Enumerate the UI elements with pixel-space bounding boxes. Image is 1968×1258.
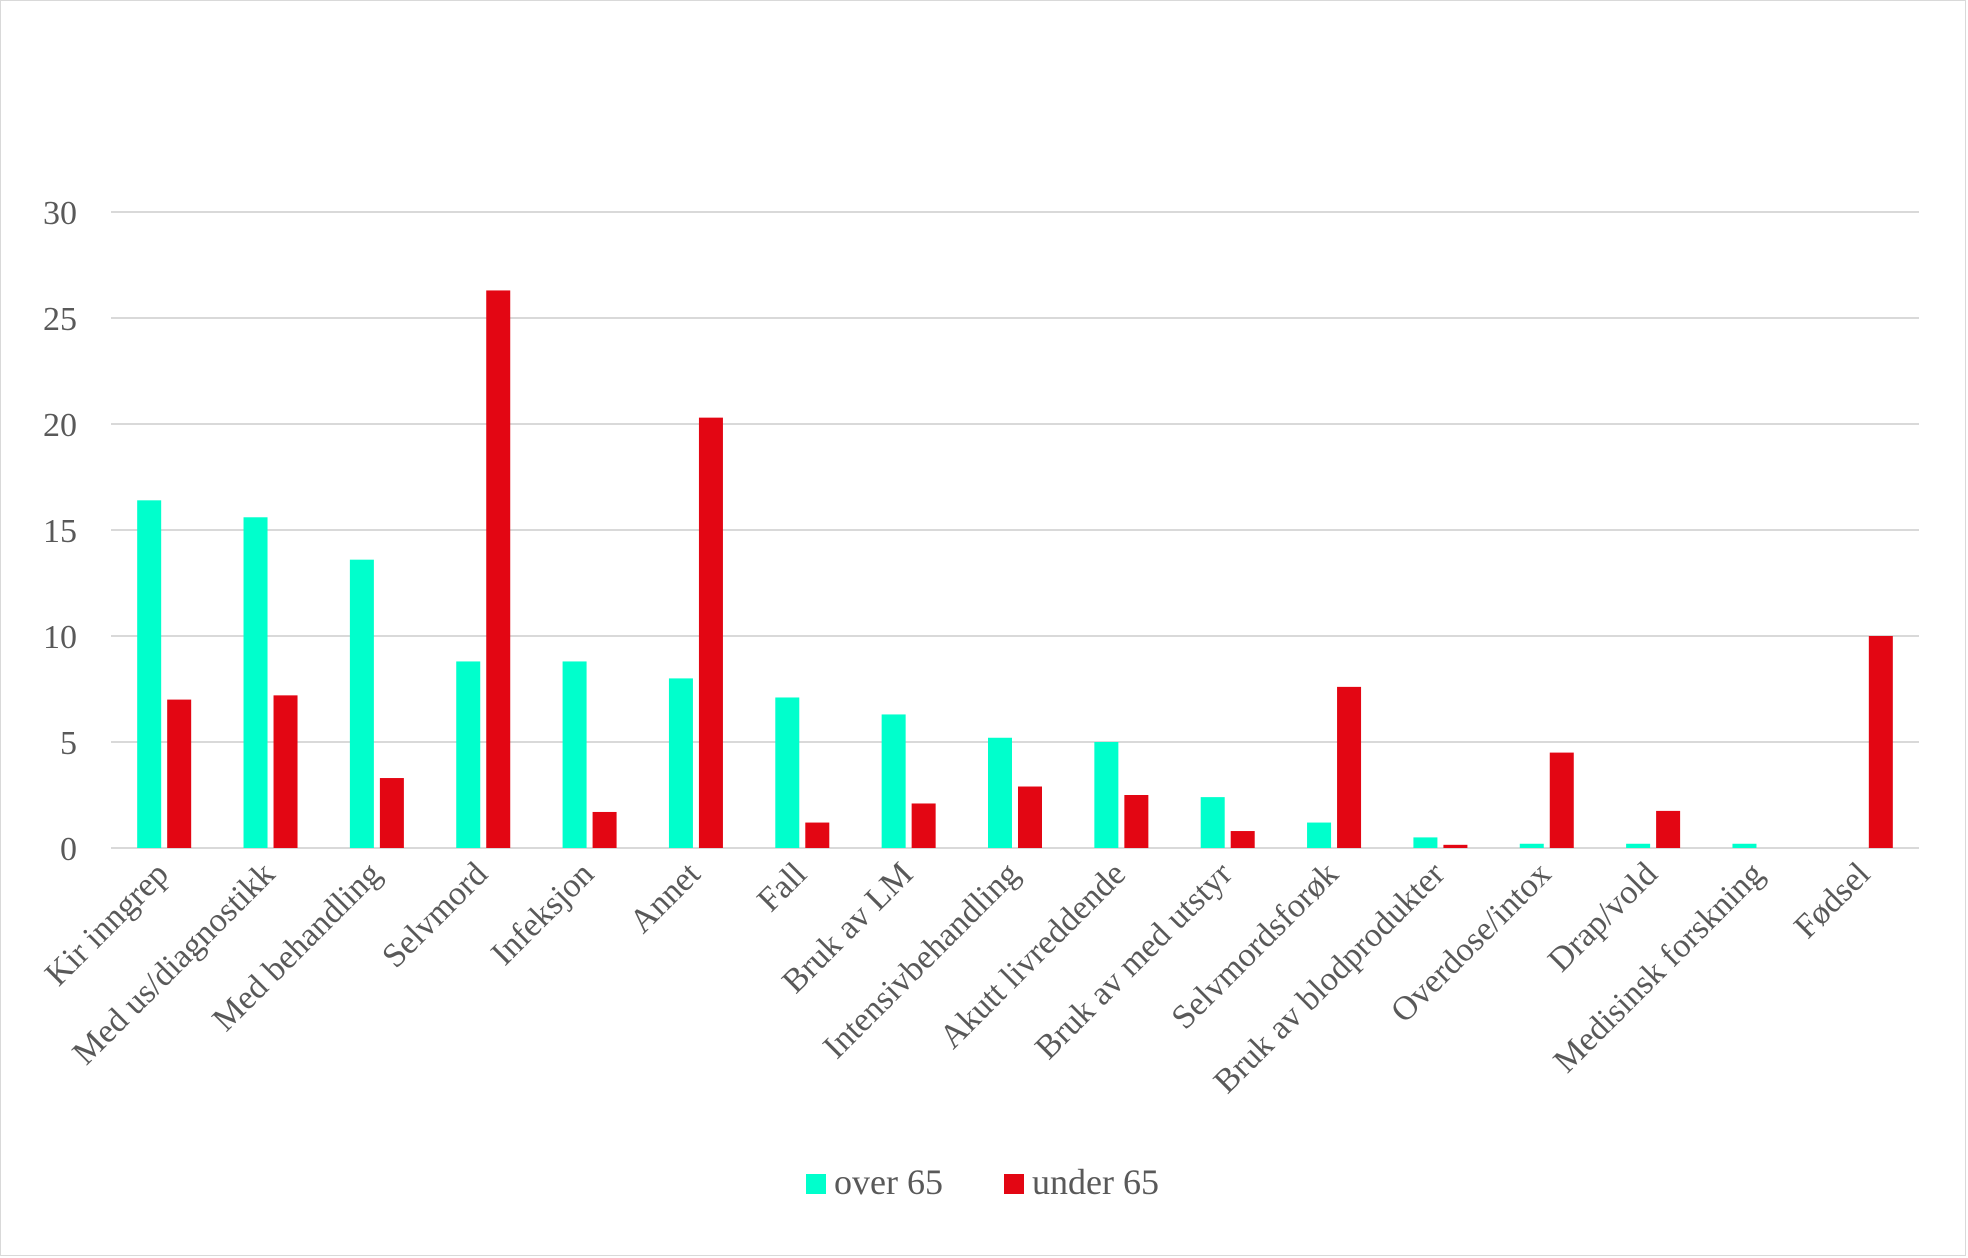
bar-over-65 (137, 500, 162, 848)
legend: over 65 under 65 (806, 1162, 1159, 1202)
y-tick-label: 10 (43, 619, 77, 656)
bar-over-65 (1519, 843, 1544, 848)
bars (137, 290, 1893, 848)
bar-over-65 (1732, 843, 1757, 848)
y-axis-ticks: 0 5 10 15 20 25 30 (43, 195, 77, 868)
bar-over-65 (1626, 843, 1651, 848)
bar-under-65 (1018, 786, 1042, 848)
y-tick-label: 15 (43, 513, 77, 550)
bar-under-65 (1337, 686, 1362, 848)
bar-under-65 (1230, 831, 1255, 848)
x-category-label: Fødsel (1787, 855, 1877, 945)
bar-over-65 (562, 661, 587, 848)
y-tick-label: 0 (60, 831, 77, 868)
y-tick-label: 5 (60, 725, 77, 762)
bar-over-65 (1094, 742, 1119, 848)
bar-over-65 (1307, 822, 1332, 848)
bar-under-65 (1124, 795, 1149, 848)
bar-under-65 (379, 778, 404, 848)
x-category-label: Bruk av med utstyr (1028, 855, 1240, 1067)
x-category-label: Akutt livreddende (933, 855, 1133, 1055)
bar-over-65 (243, 517, 268, 848)
bar-under-65 (698, 417, 723, 848)
bar-under-65 (805, 822, 830, 848)
gridlines (111, 211, 1919, 849)
bar-under-65 (1443, 844, 1468, 848)
y-tick-label: 30 (43, 195, 77, 232)
bar-over-65 (668, 678, 693, 848)
legend-label-under-65: under 65 (1032, 1162, 1159, 1202)
bar-under-65 (486, 290, 511, 848)
x-category-label: Selvmord (375, 855, 495, 975)
bar-under-65 (167, 699, 192, 848)
x-category-label: Med us/diagnostikk (66, 855, 282, 1071)
bar-under-65 (911, 803, 936, 848)
legend-swatch-under-65 (1004, 1174, 1024, 1194)
x-category-label: Infeksjon (484, 855, 601, 972)
y-tick-label: 20 (43, 407, 77, 444)
bar-under-65 (273, 695, 298, 848)
x-category-label: Annet (623, 855, 708, 940)
legend-swatch-over-65 (806, 1174, 826, 1194)
bar-under-65 (1549, 752, 1574, 848)
bar-over-65 (1413, 837, 1438, 848)
bar-over-65 (456, 661, 481, 848)
bar-under-65 (592, 811, 617, 848)
x-category-label: Fall (750, 855, 814, 919)
bar-over-65 (349, 559, 374, 848)
x-category-label: Intensivbehandling (816, 855, 1026, 1065)
bar-over-65 (988, 737, 1012, 848)
y-tick-label: 25 (43, 301, 77, 338)
legend-label-over-65: over 65 (834, 1162, 943, 1202)
bar-over-65 (881, 714, 906, 848)
bar-over-65 (775, 697, 800, 848)
bar-under-65 (1656, 810, 1681, 848)
bar-under-65 (1868, 636, 1893, 848)
x-category-label: Medisinsk forskning (1547, 855, 1772, 1080)
bar-over-65 (1200, 797, 1225, 848)
